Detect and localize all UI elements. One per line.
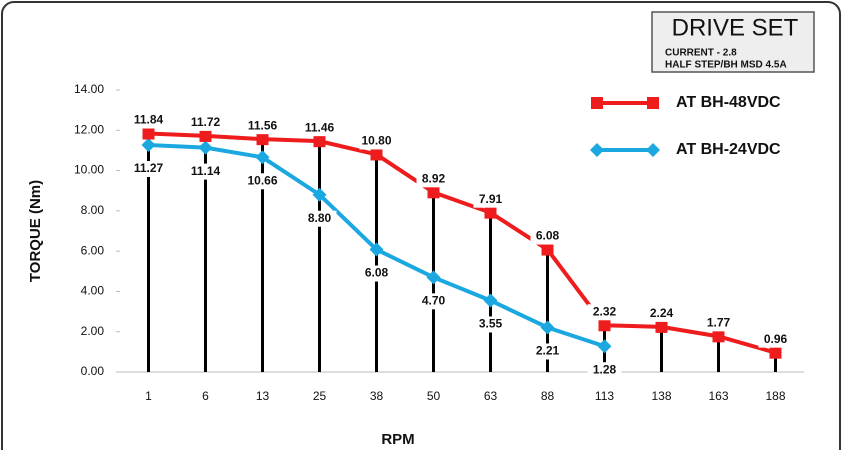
info-title: DRIVE SET [672,14,799,41]
marker [483,293,498,308]
value-label: 10.80 [361,134,391,148]
label-bg [644,305,679,322]
x-tick-label: 188 [765,389,785,403]
label-bg [188,114,223,131]
label-bg [473,316,508,333]
value-label: 11.46 [305,120,335,134]
marker [646,143,660,157]
value-label: 1.28 [593,362,617,376]
x-tick-label: 6 [202,389,209,403]
label-bg [359,265,394,282]
marker [312,187,327,202]
marker [484,206,497,219]
label-bg [701,315,736,332]
marker [142,127,155,140]
y-tick-label: 2.00 [81,324,105,338]
label-bg [416,171,451,188]
value-label: 1.77 [707,316,731,330]
marker [369,242,384,257]
y-tick-label: 4.00 [81,284,105,298]
value-label: 6.08 [536,229,560,243]
label-bg [131,112,166,129]
label-bg [131,160,166,177]
marker [256,133,269,146]
x-axis-title: RPM [381,431,414,448]
info-line: CURRENT - 2.8 [665,48,737,59]
value-label: 11.14 [191,164,221,178]
info-box [651,11,815,73]
label-bg [587,304,622,321]
value-label: 8.80 [308,211,332,225]
marker [199,129,212,142]
x-tick-label: 88 [541,389,555,403]
x-tick-label: 25 [313,389,327,403]
y-tick-label: 6.00 [81,243,105,257]
marker [370,148,383,161]
marker [598,319,611,332]
label-bg [245,173,280,190]
value-label: 6.08 [365,266,389,280]
marker [597,339,612,354]
info-line: HALF STEP/BH MSD 4.5A [665,60,787,71]
legend-label: AT BH-24VDC [676,141,781,158]
y-tick-label: 10.00 [74,163,104,177]
label-bg [587,362,622,379]
value-label: 4.70 [422,294,446,308]
x-tick-label: 1 [145,389,152,403]
label-bg [473,191,508,208]
label-bg [758,331,793,348]
label-bg [188,163,223,180]
value-label: 11.72 [191,115,221,129]
value-label: 0.96 [764,332,788,346]
x-tick-label: 113 [595,389,614,403]
value-label: 11.84 [134,113,164,127]
marker [313,135,326,148]
marker [426,270,441,285]
y-tick-label: 0.00 [81,364,105,378]
legend-label: AT BH-48VDC [676,94,781,111]
marker [427,186,440,199]
label-bg [302,210,337,227]
label-bg [416,293,451,310]
y-tick-label: 14.00 [74,82,104,96]
value-label: 2.24 [650,306,674,320]
label-bg [302,120,337,137]
marker [540,320,555,335]
x-tick-label: 163 [708,389,728,403]
value-label: 8.92 [422,171,446,185]
value-label: 7.91 [479,192,503,206]
x-tick-label: 63 [484,389,498,403]
x-tick-label: 38 [370,389,384,403]
y-tick-label: 8.00 [81,203,105,217]
value-label: 2.21 [536,344,560,358]
marker [255,150,270,165]
value-label: 2.32 [593,304,617,318]
marker [647,97,659,109]
marker [655,320,668,333]
y-axis-title: TORQUE (Nm) [27,180,44,282]
x-tick-label: 13 [256,389,270,403]
label-bg [359,133,394,150]
marker [141,137,156,152]
series-line [148,131,777,355]
marker [712,330,725,343]
value-label: 3.55 [479,317,503,331]
marker [198,140,213,155]
marker [769,346,782,359]
x-tick-label: 50 [427,389,441,403]
value-label: 11.56 [248,118,278,132]
x-tick-label: 138 [651,389,671,403]
label-bg [530,343,565,360]
marker [541,243,554,256]
y-tick-label: 12.00 [74,122,104,136]
label-bg [245,118,280,135]
marker [591,97,603,109]
label-bg [530,228,565,245]
value-label: 10.66 [247,173,277,187]
marker [590,143,604,157]
value-label: 11.27 [134,161,164,175]
